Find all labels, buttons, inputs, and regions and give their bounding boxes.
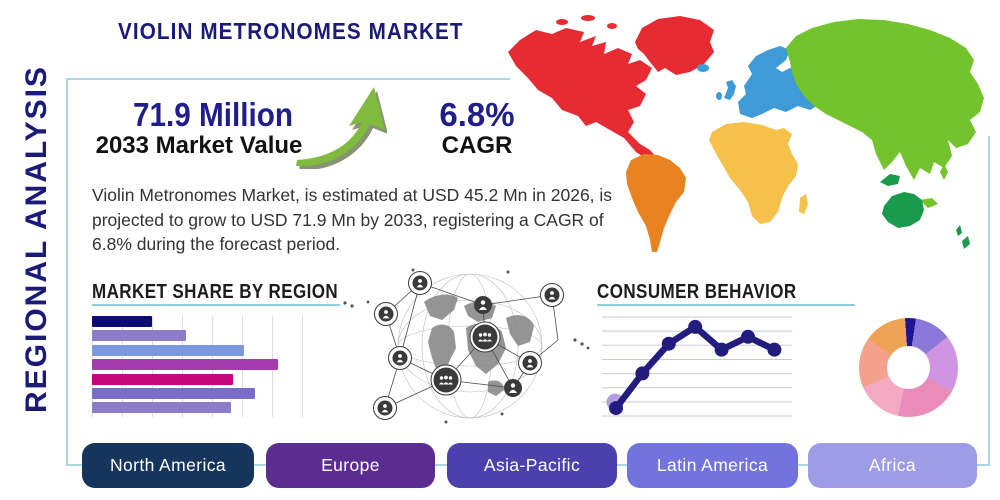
map-region-europe	[738, 46, 820, 118]
region-button-north-america[interactable]: North America	[82, 443, 254, 488]
region-button-label: Africa	[868, 455, 917, 475]
bar-segment-6	[92, 387, 255, 399]
consumer-behavior-line-chart	[602, 316, 792, 417]
map-region-new-zealand	[956, 225, 970, 249]
region-button-latin-america[interactable]: Latin America	[627, 443, 798, 488]
bar-segment-4	[92, 359, 279, 371]
market-value-stat: 71.9 Million	[132, 96, 294, 133]
region-button-label: Europe	[321, 455, 380, 475]
region-button-africa[interactable]: Africa	[808, 443, 977, 488]
map-region-new-guinea	[880, 174, 900, 186]
panel-border-right	[988, 136, 990, 466]
bar-segment-2	[92, 330, 187, 342]
growth-arrow-icon	[292, 74, 388, 171]
panel-border-top	[66, 78, 510, 80]
map-region-ireland	[716, 92, 722, 100]
map-region-iceland	[697, 64, 709, 72]
line-chart-title-underline	[597, 304, 855, 306]
globe-network-graphic	[343, 268, 590, 424]
market-description: Violin Metronomes Market, is estimated a…	[92, 185, 613, 254]
map-region-africa	[709, 122, 798, 224]
region-button-europe[interactable]: Europe	[266, 443, 435, 488]
market-value-caption: 2033 Market Value	[95, 132, 303, 159]
bar-chart-rows	[92, 316, 306, 414]
map-region-uk	[724, 80, 736, 100]
map-region-japan	[961, 92, 968, 114]
map-region-australia	[882, 192, 924, 228]
bar-chart-title-underline	[92, 304, 340, 306]
world-map	[508, 15, 984, 252]
bar-segment-7	[92, 402, 232, 414]
map-region-north-america	[508, 28, 657, 160]
map-region-greenland	[635, 16, 714, 75]
map-region-asia	[786, 19, 984, 180]
cagr-caption: CAGR	[441, 132, 513, 159]
region-button-label: North America	[109, 455, 227, 475]
cagr-stat: 6.8%	[439, 96, 515, 133]
map-region-south-america	[626, 154, 686, 252]
bar-segment-1	[92, 316, 152, 327]
sidebar-vertical-label: REGIONAL ANALYSIS	[20, 65, 53, 413]
region-button-label: Latin America	[656, 455, 769, 475]
bar-segment-3	[92, 344, 244, 356]
donut-hole	[887, 346, 930, 389]
region-button-label: Asia-Pacific	[483, 455, 581, 475]
market-share-bar-chart	[92, 316, 306, 417]
panel-border-left	[66, 78, 68, 466]
donut-chart	[859, 318, 958, 417]
page-title: VIOLIN METRONOMES MARKET	[118, 18, 464, 44]
region-button-asia-pacific[interactable]: Asia-Pacific	[447, 443, 617, 488]
bar-segment-5	[92, 373, 234, 385]
bar-chart-title: MARKET SHARE BY REGION	[92, 281, 339, 303]
line-chart-title: CONSUMER BEHAVIOR	[597, 281, 797, 303]
map-region-madagascar	[799, 194, 808, 214]
